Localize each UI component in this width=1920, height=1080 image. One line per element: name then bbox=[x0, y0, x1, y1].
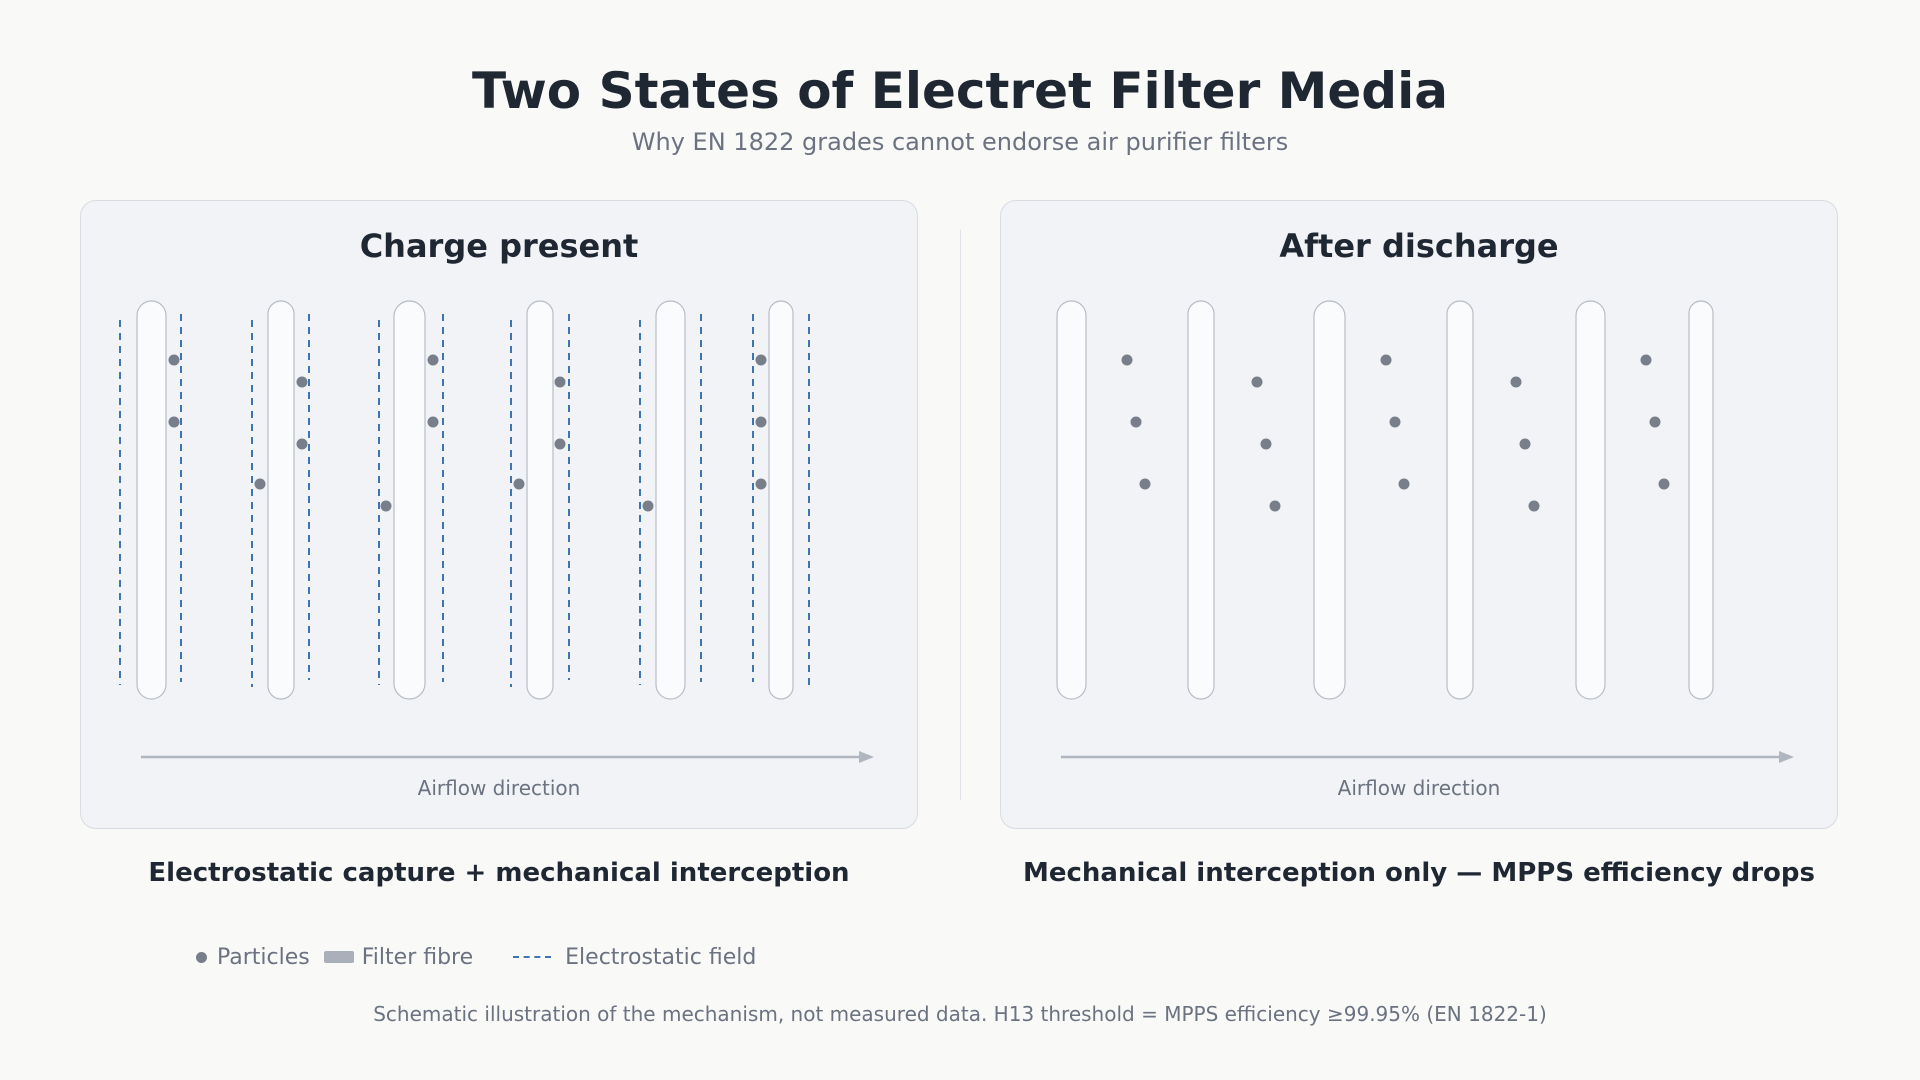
particle bbox=[1398, 478, 1410, 490]
particle bbox=[1519, 438, 1531, 450]
legend-particles: Particles bbox=[196, 945, 310, 970]
dashed-line-icon bbox=[513, 956, 552, 958]
legend-field-label: Electrostatic field bbox=[565, 944, 757, 970]
particle bbox=[1130, 416, 1142, 428]
panel-after-discharge: After discharge Airflow direction bbox=[1000, 200, 1838, 829]
filter-fibre bbox=[1446, 300, 1474, 700]
charged-media-diagram bbox=[119, 300, 874, 763]
particle bbox=[1121, 354, 1133, 366]
airflow-label: Airflow direction bbox=[1337, 776, 1501, 800]
panel-title: Charge present bbox=[359, 227, 639, 265]
filter-fibre bbox=[1313, 300, 1346, 700]
legend: Particles Filter fibre Electrostatic fie… bbox=[196, 942, 756, 972]
caption-after-discharge: Mechanical interception only — MPPS effi… bbox=[1022, 858, 1816, 888]
filter-fibre bbox=[768, 300, 794, 700]
arrow-head-icon bbox=[1779, 751, 1794, 763]
particle bbox=[1139, 478, 1151, 490]
legend-fibre-label: Filter fibre bbox=[361, 944, 474, 970]
particle bbox=[168, 416, 180, 428]
footnote: Schematic illustration of the mechanism,… bbox=[373, 1002, 1547, 1026]
particle bbox=[1510, 376, 1522, 388]
legend-fibre: Filter fibre bbox=[323, 944, 474, 970]
particle bbox=[755, 478, 767, 490]
particle bbox=[1251, 376, 1263, 388]
particle bbox=[1260, 438, 1272, 450]
filter-fibre bbox=[1187, 300, 1215, 700]
particle bbox=[1380, 354, 1392, 366]
particle bbox=[380, 500, 392, 512]
particle bbox=[755, 416, 767, 428]
particle bbox=[554, 438, 566, 450]
particle bbox=[1658, 478, 1670, 490]
particle bbox=[513, 478, 525, 490]
page-subtitle: Why EN 1822 grades cannot endorse air pu… bbox=[631, 128, 1289, 156]
arrow-head-icon bbox=[859, 751, 874, 763]
legend-particles-label: Particles bbox=[217, 944, 310, 970]
particle bbox=[554, 376, 566, 388]
particle bbox=[254, 478, 266, 490]
filter-fibre bbox=[267, 300, 295, 700]
airflow-label: Airflow direction bbox=[417, 776, 581, 800]
filter-fibre bbox=[655, 300, 686, 700]
particle bbox=[755, 354, 767, 366]
panel-charge-present: Charge present Airflow direction bbox=[80, 200, 918, 829]
caption-charge-present: Electrostatic capture + mechanical inter… bbox=[148, 858, 850, 888]
legend-field: Electrostatic field bbox=[513, 945, 756, 970]
particle bbox=[1640, 354, 1652, 366]
particle bbox=[1389, 416, 1401, 428]
particle bbox=[427, 416, 439, 428]
particle bbox=[1649, 416, 1661, 428]
filter-fibre bbox=[136, 300, 167, 700]
filter-fibre bbox=[1575, 300, 1606, 700]
filter-fibre bbox=[1056, 300, 1087, 700]
page-title: Two States of Electret Filter Media bbox=[472, 62, 1448, 120]
panel-divider bbox=[960, 230, 961, 800]
particle bbox=[1528, 500, 1540, 512]
discharged-media-diagram bbox=[1056, 300, 1794, 763]
filter-fibre bbox=[1688, 300, 1714, 700]
panel-title: After discharge bbox=[1279, 227, 1559, 265]
particle-icon bbox=[196, 951, 207, 963]
filter-fibre bbox=[526, 300, 554, 700]
particle bbox=[296, 376, 308, 388]
particle bbox=[427, 354, 439, 366]
filter-fibre bbox=[393, 300, 426, 700]
particle bbox=[1269, 500, 1281, 512]
fibre-icon bbox=[323, 951, 354, 963]
particle bbox=[168, 354, 180, 366]
particle bbox=[642, 500, 654, 512]
particle bbox=[296, 438, 308, 450]
